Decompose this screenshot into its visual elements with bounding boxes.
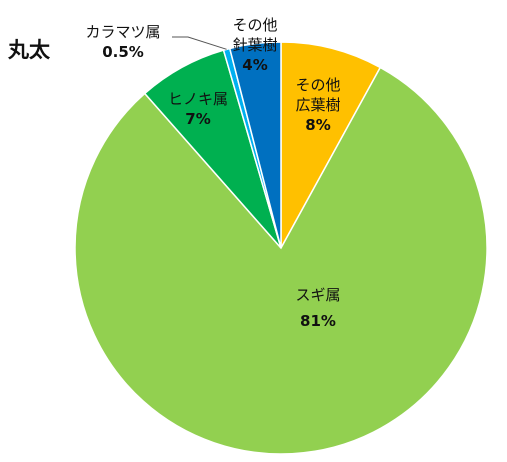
chart-title: 丸太 <box>8 38 50 62</box>
slice-label-2-1: スギ属 <box>295 286 340 304</box>
slice-percent-1: 8% <box>305 116 330 134</box>
pie-slice-1 <box>280 41 382 249</box>
pie-slice-5 <box>228 41 282 249</box>
slice-percent-2: 81% <box>300 312 336 330</box>
leader-line-4 <box>172 36 227 50</box>
slice-label-4-1: カラマツ属 <box>85 23 160 41</box>
pie-slices <box>74 41 488 455</box>
slice-label-5-1: その他 <box>232 16 277 34</box>
slice-label-3-1: ヒノキ属 <box>168 90 228 108</box>
slice-label-1-1: その他 <box>295 76 340 94</box>
slice-label-1-2: 広葉樹 <box>295 96 340 114</box>
pie-slice-2 <box>74 66 488 455</box>
slice-percent-5: 4% <box>242 56 267 74</box>
slice-percent-4: 0.5% <box>102 43 144 61</box>
slice-percent-3: 7% <box>185 110 210 128</box>
slice-label-5-2: 針葉樹 <box>232 36 277 54</box>
